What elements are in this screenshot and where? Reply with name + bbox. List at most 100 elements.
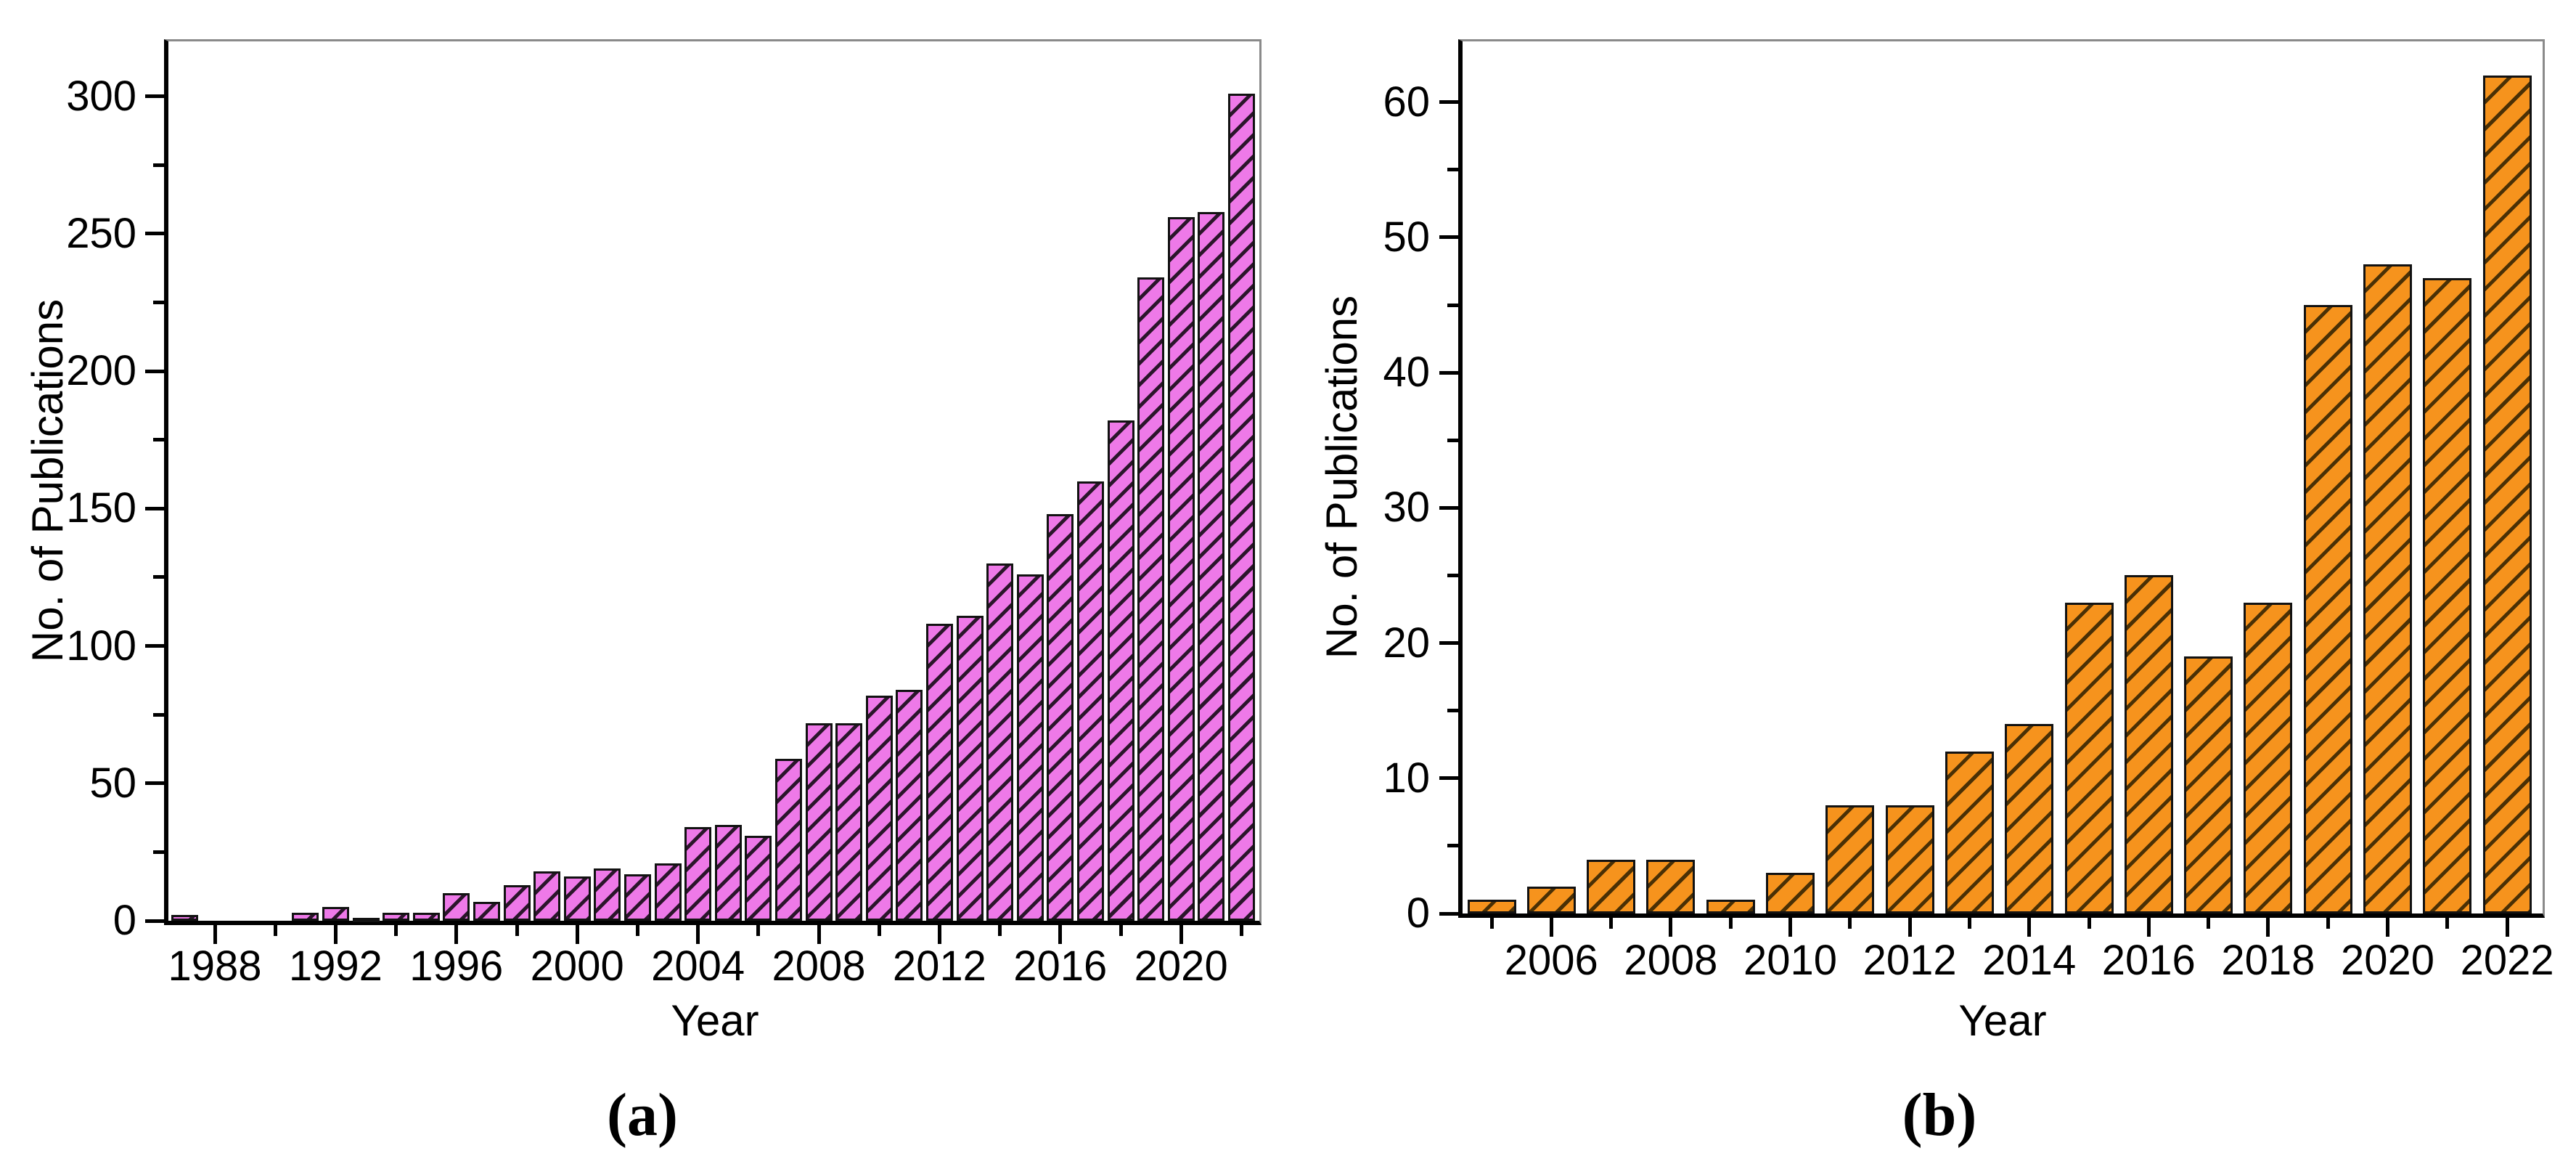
x-tick-label-2018: 2018 <box>2221 937 2315 984</box>
x-minor-tick-2005 <box>1489 918 1494 929</box>
x-minor-tick-2018 <box>1119 925 1123 936</box>
bar-2010 <box>865 695 893 921</box>
y-major-tick-300 <box>145 94 164 99</box>
bar-2009 <box>1706 900 1755 913</box>
x-major-tick-2020 <box>1179 925 1183 944</box>
bar-1992 <box>322 907 349 921</box>
bar-1994 <box>383 912 410 921</box>
bar-2012 <box>1885 805 1934 913</box>
x-major-tick-1988 <box>213 925 217 944</box>
x-minor-tick-1994 <box>394 925 398 936</box>
x-tick-label-2004: 2004 <box>651 943 745 990</box>
y-major-tick-0 <box>1439 911 1458 916</box>
x-minor-tick-2011 <box>1848 918 1852 929</box>
bar-2012 <box>925 624 953 921</box>
caption-a: (a) <box>607 1081 678 1149</box>
y-major-tick-150 <box>145 506 164 510</box>
x-tick-label-2016: 2016 <box>1013 943 1108 990</box>
bar-2006 <box>1526 886 1576 913</box>
x-axis-title-a: Year <box>671 996 759 1045</box>
bar-2002 <box>623 874 651 921</box>
y-tick-label-50: 50 <box>1383 213 1430 261</box>
x-major-tick-2004 <box>696 925 700 944</box>
x-axis-title-b: Year <box>1958 996 2047 1045</box>
bar-2005 <box>1467 900 1516 913</box>
x-major-tick-2006 <box>1549 918 1553 937</box>
bar-2008 <box>1646 859 1696 913</box>
bar-2022 <box>1227 93 1255 921</box>
bar-2000 <box>563 876 591 921</box>
x-tick-label-2006: 2006 <box>1504 937 1598 984</box>
y-minor-tick-175 <box>153 438 164 442</box>
x-minor-tick-2014 <box>998 925 1002 936</box>
bar-2015 <box>2064 602 2114 913</box>
y-minor-tick-25 <box>153 850 164 854</box>
y-major-tick-20 <box>1439 641 1458 646</box>
x-tick-label-2020: 2020 <box>1134 943 1228 990</box>
x-minor-tick-2019 <box>2326 918 2330 929</box>
bar-2003 <box>654 863 682 921</box>
x-major-tick-2016 <box>1058 925 1063 944</box>
y-minor-tick-25 <box>1447 573 1458 577</box>
bar-2016 <box>1047 513 1074 921</box>
y-minor-tick-275 <box>153 163 164 167</box>
y-minor-tick-45 <box>1447 303 1458 307</box>
x-minor-tick-2007 <box>1609 918 1614 929</box>
bar-1991 <box>292 912 319 921</box>
y-major-tick-250 <box>145 232 164 236</box>
y-tick-label-20: 20 <box>1383 619 1430 667</box>
y-major-tick-0 <box>145 919 164 923</box>
y-minor-tick-125 <box>153 575 164 579</box>
x-major-tick-2008 <box>817 925 821 944</box>
x-minor-tick-2010 <box>877 925 881 936</box>
bar-1999 <box>533 871 561 921</box>
x-tick-label-2010: 2010 <box>1743 937 1838 984</box>
x-major-tick-2000 <box>575 925 579 944</box>
bar-1998 <box>503 884 531 921</box>
y-major-tick-40 <box>1439 370 1458 375</box>
bar-2009 <box>835 723 863 921</box>
bar-2013 <box>956 615 984 921</box>
x-major-tick-2018 <box>2266 918 2270 937</box>
bar-1987 <box>171 915 198 921</box>
y-major-tick-200 <box>145 369 164 373</box>
bar-2017 <box>1076 481 1104 921</box>
x-tick-label-1996: 1996 <box>409 943 504 990</box>
x-major-tick-2012 <box>1908 918 1912 937</box>
y-tick-label-0: 0 <box>1406 890 1430 937</box>
x-major-tick-2016 <box>2146 918 2151 937</box>
x-tick-label-2012: 2012 <box>1863 937 1957 984</box>
bar-2011 <box>896 690 923 921</box>
bar-2020 <box>1167 217 1195 921</box>
bar-1995 <box>412 912 440 921</box>
bar-2022 <box>2482 75 2532 913</box>
x-major-tick-2022 <box>2505 918 2509 937</box>
bar-2019 <box>2303 305 2352 913</box>
x-minor-tick-2013 <box>1967 918 1971 929</box>
y-minor-tick-75 <box>153 712 164 717</box>
y-tick-label-10: 10 <box>1383 754 1430 802</box>
y-tick-label-30: 30 <box>1383 484 1430 532</box>
y-major-tick-60 <box>1439 100 1458 105</box>
bar-2013 <box>1945 751 1994 913</box>
bar-2014 <box>2005 724 2054 913</box>
bar-2017 <box>2184 656 2233 913</box>
bar-1993 <box>352 918 380 923</box>
x-major-tick-1992 <box>333 925 338 944</box>
x-major-tick-1996 <box>454 925 459 944</box>
x-tick-label-2020: 2020 <box>2340 937 2435 984</box>
y-major-tick-100 <box>145 644 164 648</box>
bar-2016 <box>2124 575 2173 913</box>
bar-2021 <box>1198 211 1225 921</box>
bar-2020 <box>2363 264 2412 913</box>
bar-2021 <box>2423 277 2472 913</box>
y-tick-label-40: 40 <box>1383 349 1430 396</box>
x-minor-tick-1990 <box>273 925 277 936</box>
y-tick-label-300: 300 <box>66 72 136 120</box>
y-major-tick-30 <box>1439 505 1458 510</box>
x-major-tick-2014 <box>2027 918 2032 937</box>
y-minor-tick-225 <box>153 301 164 305</box>
y-major-tick-50 <box>145 781 164 786</box>
x-tick-label-2008: 2008 <box>1624 937 1718 984</box>
